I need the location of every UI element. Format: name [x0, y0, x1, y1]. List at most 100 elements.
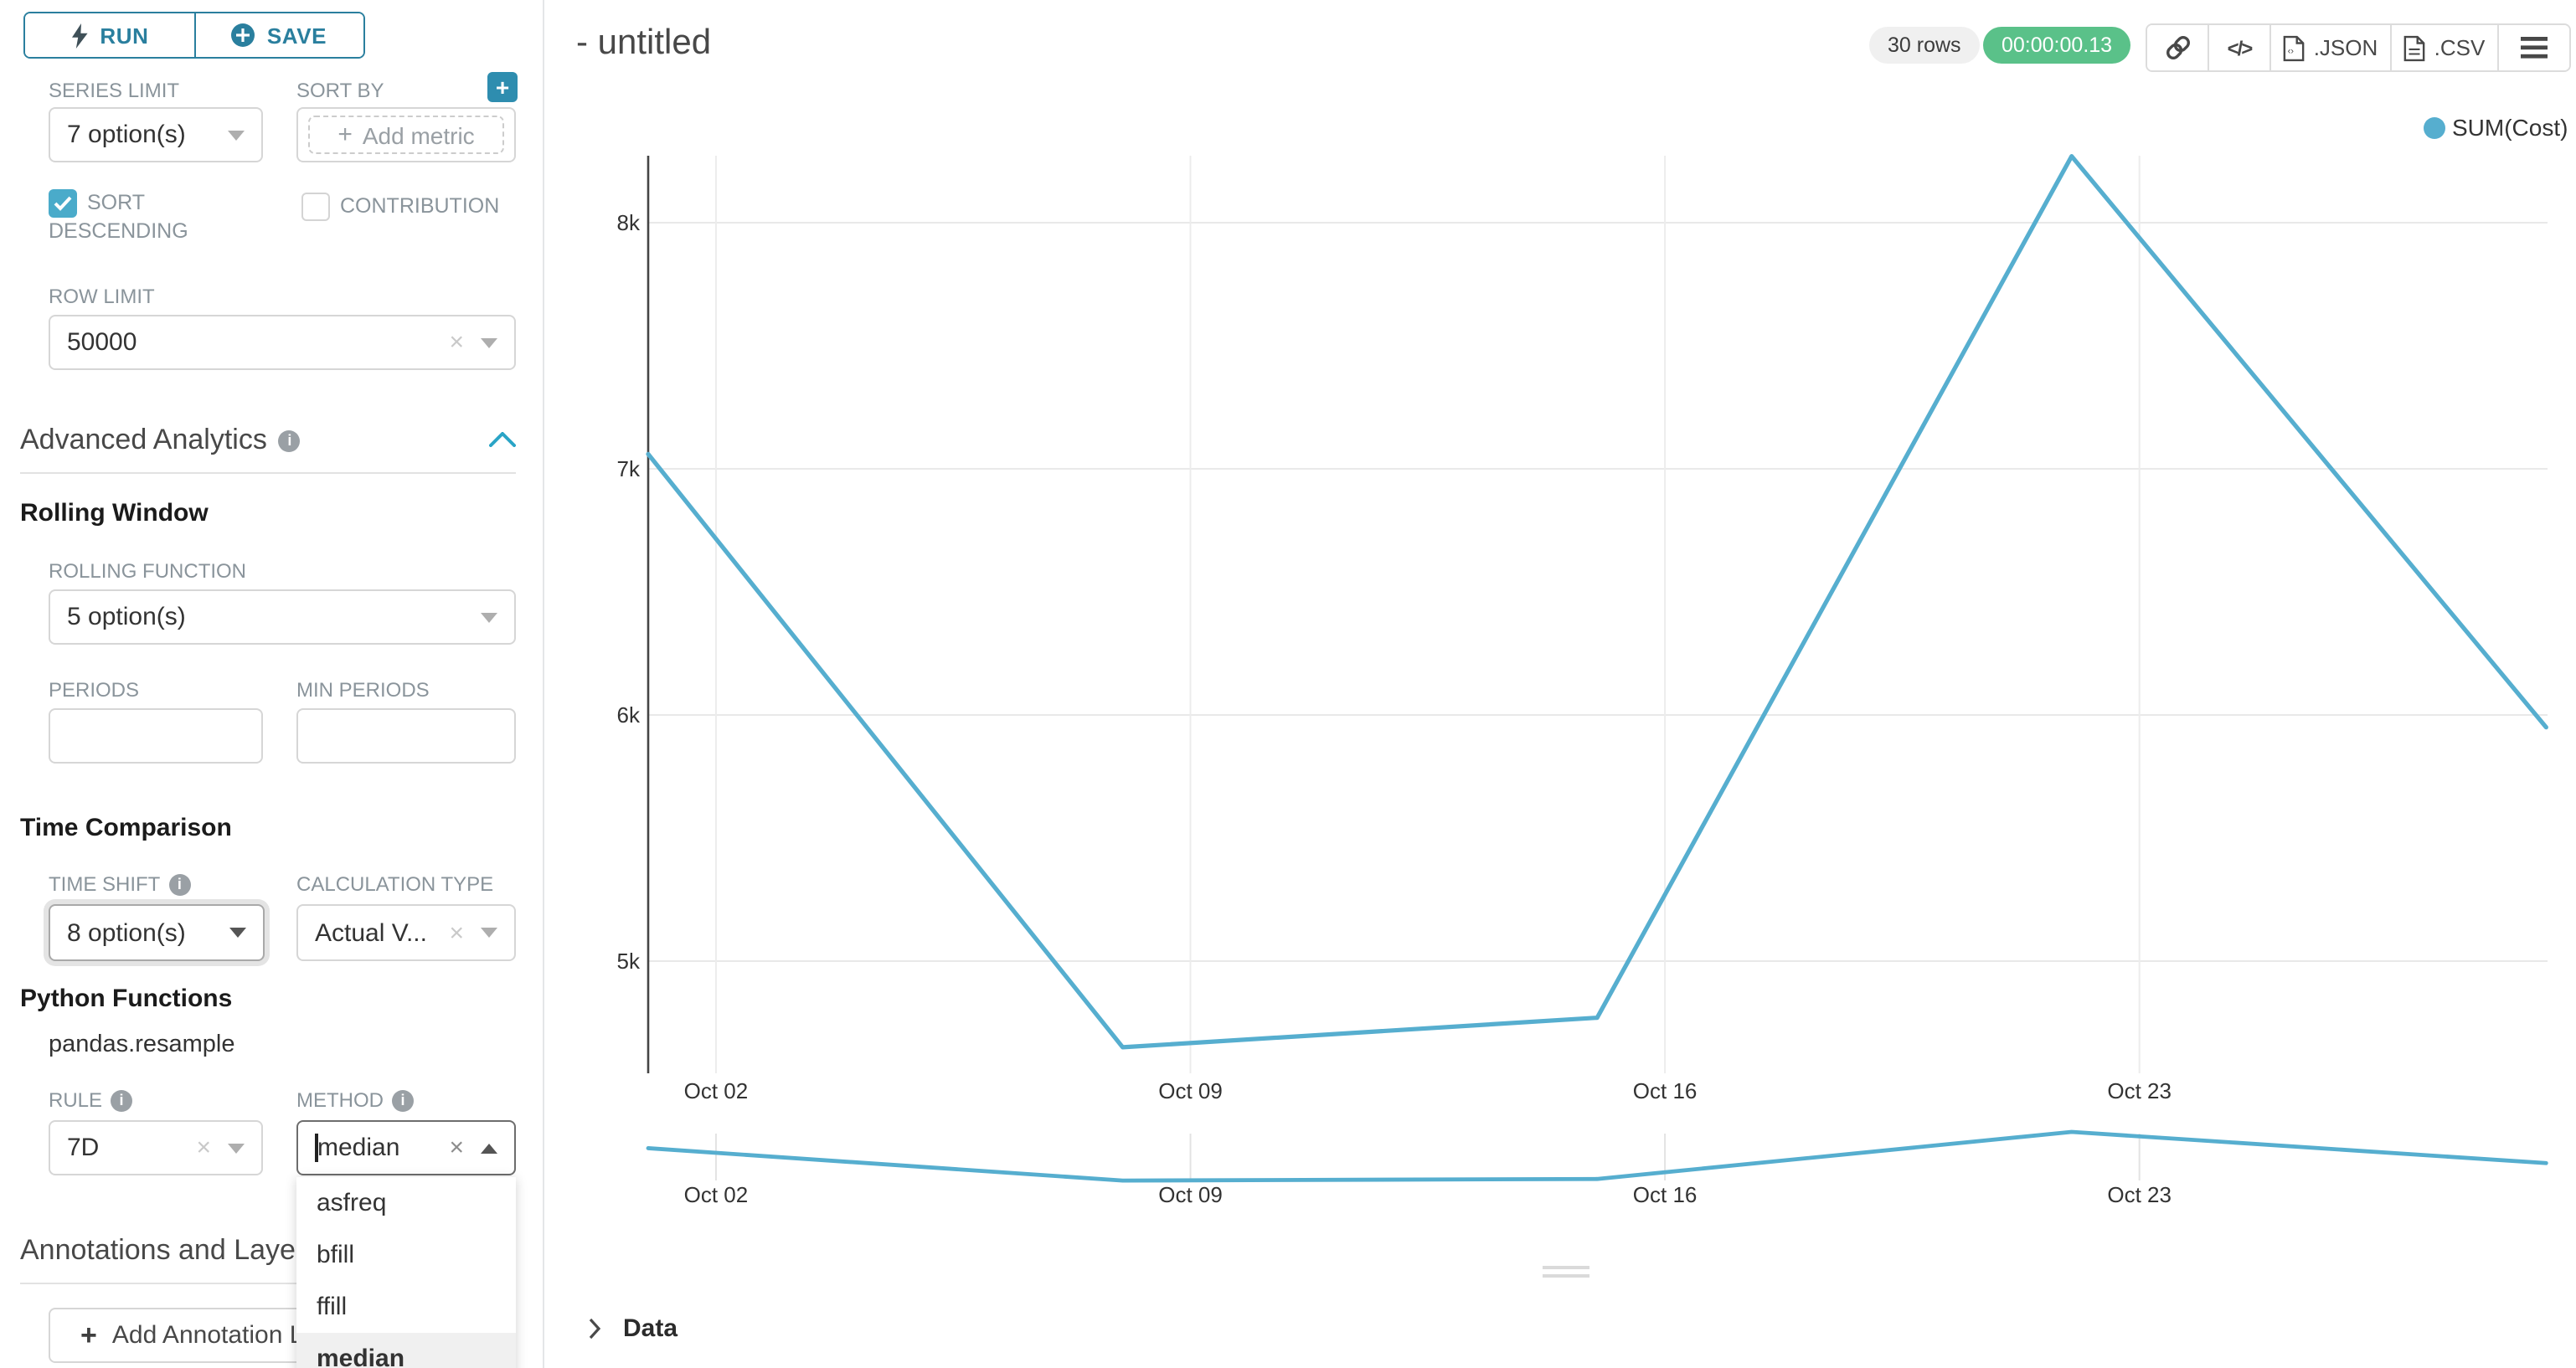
row-limit-select[interactable]: 50000 × — [49, 315, 516, 370]
legend-item-sum-cost[interactable]: SUM(Cost) — [2424, 114, 2568, 141]
copy-link-button[interactable] — [2147, 25, 2208, 70]
method-option-median[interactable]: median — [296, 1333, 516, 1368]
contribution-control: CONTRIBUTION — [301, 193, 536, 221]
rolling-function-select[interactable]: 5 option(s) — [49, 589, 516, 645]
periods-input[interactable] — [49, 708, 263, 764]
export-json-button[interactable]: ‹› .JSON — [2269, 25, 2390, 70]
advanced-analytics-header: Advanced Analytics i — [20, 424, 301, 457]
svg-text:Oct 23: Oct 23 — [2107, 1078, 2172, 1103]
sort-descending-label: SORT DESCENDING — [49, 191, 188, 243]
legend-dot-icon — [2424, 116, 2445, 138]
plus-circle-icon — [231, 23, 255, 47]
panel-resize-handle[interactable] — [1543, 1266, 1589, 1279]
python-functions-header: Python Functions — [20, 985, 233, 1013]
run-button[interactable]: RUN — [25, 13, 195, 57]
series-limit-label: SERIES LIMIT — [49, 79, 180, 102]
add-metric-dropzone[interactable]: + Add metric — [308, 116, 504, 154]
method-dropdown-menu: asfreq bfill ffill median — [296, 1177, 516, 1368]
section-divider — [20, 1283, 516, 1284]
row-limit-label: ROW LIMIT — [49, 285, 155, 308]
chart-panel: - untitled 30 rows 00:00:00.13 </> — [544, 0, 2576, 1368]
view-query-button[interactable]: </> — [2208, 25, 2269, 70]
run-button-label: RUN — [100, 23, 149, 48]
calculation-type-label: CALCULATION TYPE — [296, 872, 494, 896]
rule-select[interactable]: 7D × — [49, 1120, 263, 1175]
method-option-bfill[interactable]: bfill — [317, 1241, 355, 1269]
svg-text:Oct 02: Oct 02 — [684, 1078, 749, 1103]
sort-descending-checkbox[interactable] — [49, 189, 77, 218]
method-option-ffill[interactable]: ffill — [317, 1293, 348, 1321]
query-timer-badge: 00:00:00.13 — [1983, 27, 2131, 64]
save-button-label: SAVE — [266, 23, 327, 48]
rule-label: RULE i — [49, 1088, 133, 1112]
sort-by-select[interactable]: + Add metric — [296, 107, 516, 162]
sort-by-label: SORT BY — [296, 79, 384, 102]
clear-icon[interactable]: × — [449, 328, 464, 357]
info-icon: i — [278, 429, 301, 451]
series-limit-value: 7 option(s) — [67, 121, 186, 149]
method-combobox[interactable]: median × — [296, 1120, 516, 1175]
min-periods-label: MIN PERIODS — [296, 678, 430, 702]
series-limit-select[interactable]: 7 option(s) — [49, 107, 263, 162]
calculation-type-value: Actual V... — [315, 918, 427, 947]
svg-text:7k: 7k — [617, 456, 641, 481]
export-toolbar: </> ‹› .JSON .CSV — [2146, 23, 2571, 72]
hamburger-menu-icon — [2521, 37, 2548, 59]
link-icon — [2166, 36, 2189, 59]
info-icon: i — [392, 1089, 414, 1111]
method-value: median — [317, 1134, 400, 1162]
svg-text:8k: 8k — [617, 210, 641, 235]
collapse-chevron-up-icon[interactable] — [489, 432, 516, 447]
chart-menu-button[interactable] — [2497, 25, 2569, 70]
clear-icon[interactable]: × — [196, 1134, 211, 1162]
rolling-function-label: ROLLING FUNCTION — [49, 559, 247, 583]
contribution-checkbox[interactable] — [301, 193, 330, 221]
calculation-type-select[interactable]: Actual V... × — [296, 904, 516, 961]
save-button[interactable]: SAVE — [195, 13, 363, 57]
min-periods-input[interactable] — [296, 708, 516, 764]
svg-text:Oct 02: Oct 02 — [684, 1182, 749, 1207]
run-save-button-group: RUN SAVE — [23, 12, 365, 59]
chevron-down-icon — [481, 612, 497, 622]
svg-text:Oct 09: Oct 09 — [1158, 1078, 1223, 1103]
file-code-icon: ‹› — [2284, 34, 2306, 61]
data-panel-label: Data — [623, 1314, 678, 1343]
chevron-down-icon — [481, 928, 497, 938]
svg-text:Oct 09: Oct 09 — [1158, 1182, 1223, 1207]
panel-divider — [543, 0, 544, 1368]
row-limit-value: 50000 — [67, 328, 137, 357]
chart-title[interactable]: - untitled — [576, 23, 712, 62]
svg-text:‹›: ‹› — [2288, 46, 2295, 56]
timeseries-line-chart: 8k 7k 6k 5k Oct 02 Oct 02 Oct 09 Oct 09 Oct 16 Oc… — [617, 154, 2548, 1207]
time-shift-select[interactable]: 8 option(s) — [49, 904, 265, 961]
svg-text:6k: 6k — [617, 702, 641, 728]
method-option-asfreq[interactable]: asfreq — [317, 1189, 387, 1217]
chevron-down-icon — [481, 337, 497, 347]
rolling-function-value: 5 option(s) — [67, 603, 186, 631]
code-icon: </> — [2227, 36, 2254, 59]
svg-text:Oct 16: Oct 16 — [1633, 1182, 1698, 1207]
time-shift-value: 8 option(s) — [67, 918, 186, 947]
export-csv-label: .CSV — [2434, 35, 2486, 60]
chevron-down-icon — [228, 1143, 245, 1153]
svg-text:5k: 5k — [617, 949, 641, 974]
chevron-down-icon — [229, 928, 246, 938]
svg-text:Oct 23: Oct 23 — [2107, 1182, 2172, 1207]
plus-icon: + — [337, 121, 353, 149]
chevron-right-icon — [589, 1318, 601, 1340]
data-panel-toggle[interactable]: Data — [588, 1314, 677, 1343]
file-text-icon — [2404, 34, 2426, 61]
add-metric-plus-button[interactable]: + — [487, 72, 518, 102]
clear-icon[interactable]: × — [449, 1134, 464, 1162]
periods-label: PERIODS — [49, 678, 140, 702]
chevron-up-icon — [481, 1143, 497, 1153]
pandas-resample-label: pandas.resample — [49, 1031, 235, 1058]
plus-icon: + — [80, 1319, 97, 1350]
info-icon: i — [168, 873, 191, 895]
section-divider — [20, 472, 516, 474]
row-count-badge: 30 rows — [1869, 27, 1980, 64]
sort-descending-control: SORT DESCENDING — [49, 189, 258, 246]
export-csv-button[interactable]: .CSV — [2390, 25, 2497, 70]
clear-icon[interactable]: × — [449, 918, 464, 947]
